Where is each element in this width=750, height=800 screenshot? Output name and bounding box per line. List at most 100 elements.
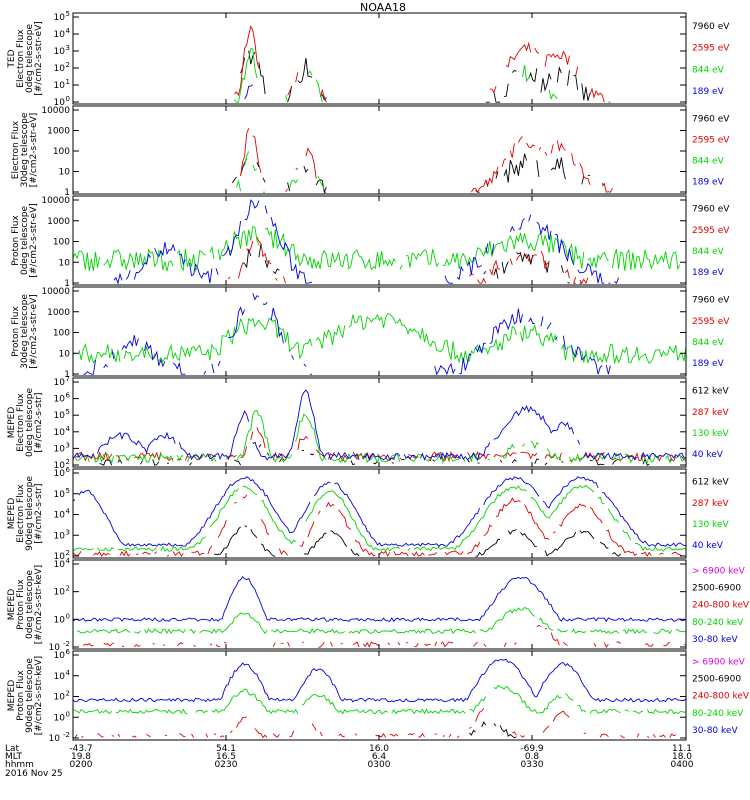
legend-entry: 40 keV xyxy=(692,450,724,460)
legend-entry: 612 keV xyxy=(692,478,729,488)
legend-entry: 7960 eV xyxy=(692,115,730,125)
legend-entry: 130 keV xyxy=(692,520,729,530)
legend-entry: 189 eV xyxy=(692,87,725,97)
y-tick-label: 10 xyxy=(59,349,71,359)
x-tick-label-lat: 54.1 xyxy=(216,744,236,754)
y-axis-label: Electron Flux xyxy=(11,120,21,179)
panel-traces xyxy=(73,199,684,285)
y-axis-label: [#/cm2-s-str-keV] xyxy=(34,656,44,735)
series-line-3 xyxy=(73,313,687,365)
y-tick-exponent: 4 xyxy=(66,508,71,516)
y-tick-label: 10 xyxy=(54,531,66,541)
y-tick-exponent: 3 xyxy=(66,44,70,52)
y-tick-exponent: 5 xyxy=(66,487,70,495)
y-axis-label: 90deg telescope xyxy=(25,658,35,733)
legend-entry: 189 eV xyxy=(692,268,725,278)
y-tick-label: 1000 xyxy=(47,217,70,227)
y-tick-exponent: 2 xyxy=(66,458,70,466)
series-line-4 xyxy=(76,606,686,635)
series-line-1 xyxy=(232,153,605,194)
y-axis-label: [#/cm2-s-str] xyxy=(34,392,44,452)
legend-entry: 30-80 keV xyxy=(692,635,738,645)
y-tick-label: 10 xyxy=(54,469,66,479)
x-tick-label-hhmm: 0300 xyxy=(368,760,391,770)
x-tick-label-mlt: 0.8 xyxy=(525,752,540,762)
y-axis-label: [#/cm2-s-str-eV] xyxy=(29,294,39,369)
y-tick-label: 10000 xyxy=(41,196,70,206)
y-axis-label: MEPED xyxy=(7,407,17,439)
panel-frame xyxy=(72,559,687,650)
legend-entry: 2595 eV xyxy=(692,226,730,236)
panel-traces xyxy=(232,128,613,194)
y-tick-exponent: -2 xyxy=(63,731,70,739)
legend-entry: 30-80 keV xyxy=(692,726,738,736)
y-tick-exponent: 0 xyxy=(66,95,70,103)
series-line-2 xyxy=(469,721,517,739)
panel-4: 1 10 100 1000 10000 Proton Flux 30deg telescop… xyxy=(11,286,730,380)
y-tick-exponent: 4 xyxy=(66,669,71,677)
y-tick-label: 10 xyxy=(54,30,66,40)
y-axis-label: Proton Flux xyxy=(11,306,21,357)
legend-entry: 80-240 keV xyxy=(692,618,744,628)
y-tick-exponent: 3 xyxy=(66,441,70,449)
legend-entry: 7960 eV xyxy=(692,22,730,32)
y-axis-label: Electron Flux xyxy=(16,484,26,543)
panel-frame xyxy=(72,286,687,377)
y-tick-label: 10 xyxy=(54,490,66,500)
series-line-3 xyxy=(234,48,558,103)
legend-entry: 240-800 keV xyxy=(692,692,750,702)
y-tick-label: 10000 xyxy=(41,287,70,297)
y-tick-exponent: 2 xyxy=(66,585,70,593)
x-tick-label-lat: 16.0 xyxy=(369,744,389,754)
panel-frame xyxy=(72,377,687,468)
legend-entry: 2500-6900 xyxy=(692,675,741,685)
y-tick-exponent: 6 xyxy=(66,466,71,474)
y-tick-label: 10 xyxy=(54,428,66,438)
y-tick-label: 1000 xyxy=(47,127,70,137)
x-tick-label-mlt: 19.8 xyxy=(71,752,91,762)
series-line-4 xyxy=(113,199,620,285)
y-axis-label: Electron Flux xyxy=(16,29,26,88)
y-tick-label: 10 xyxy=(54,693,66,703)
panel-traces xyxy=(234,25,611,103)
y-axis-label: 30deg telescope xyxy=(20,294,30,369)
series-line-2 xyxy=(74,427,687,463)
y-tick-exponent: 0 xyxy=(66,710,70,718)
legend-entry: 2595 eV xyxy=(692,44,730,54)
y-axis-label: MEPED xyxy=(7,498,17,530)
series-line-4 xyxy=(72,389,687,461)
y-tick-exponent: 3 xyxy=(66,528,70,536)
x-tick-label-hhmm: 0230 xyxy=(215,760,238,770)
y-tick-exponent: 2 xyxy=(66,690,70,698)
y-tick-label: 10 xyxy=(59,258,71,268)
panel-2: 1 10 100 1000 10000 Electron Flux 30deg telesc… xyxy=(11,105,730,198)
y-tick-exponent: 5 xyxy=(66,408,70,416)
y-axis-label: 0deg telescope xyxy=(25,24,35,94)
series-line-3 xyxy=(82,624,687,649)
date-label: 2016 Nov 25 xyxy=(5,769,63,779)
y-axis-label: [#/cm2-s-str-eV] xyxy=(29,113,39,188)
series-line-2 xyxy=(234,25,611,103)
y-tick-label: 10 xyxy=(54,552,66,562)
y-tick-label: 100 xyxy=(53,147,70,157)
y-tick-exponent: 5 xyxy=(66,10,70,18)
y-tick-label: 10 xyxy=(54,511,66,521)
legend-entry: 189 eV xyxy=(692,359,725,369)
y-tick-label: 10 xyxy=(54,411,66,421)
legend-entry: 844 eV xyxy=(692,65,725,75)
y-tick-label: 100 xyxy=(53,329,70,339)
legend-entry: > 6900 keV xyxy=(692,657,746,667)
y-tick-exponent: 4 xyxy=(66,27,71,35)
y-tick-label: 10 xyxy=(54,560,66,570)
legend-entry: 2500-6900 xyxy=(692,584,741,594)
y-tick-label: 10 xyxy=(59,168,71,178)
plot-title: NOAA18 xyxy=(360,1,406,14)
y-tick-label: 10 xyxy=(54,64,66,74)
y-axis-label: MEPED xyxy=(7,680,17,712)
x-tick-label-mlt: 6.4 xyxy=(372,752,387,762)
